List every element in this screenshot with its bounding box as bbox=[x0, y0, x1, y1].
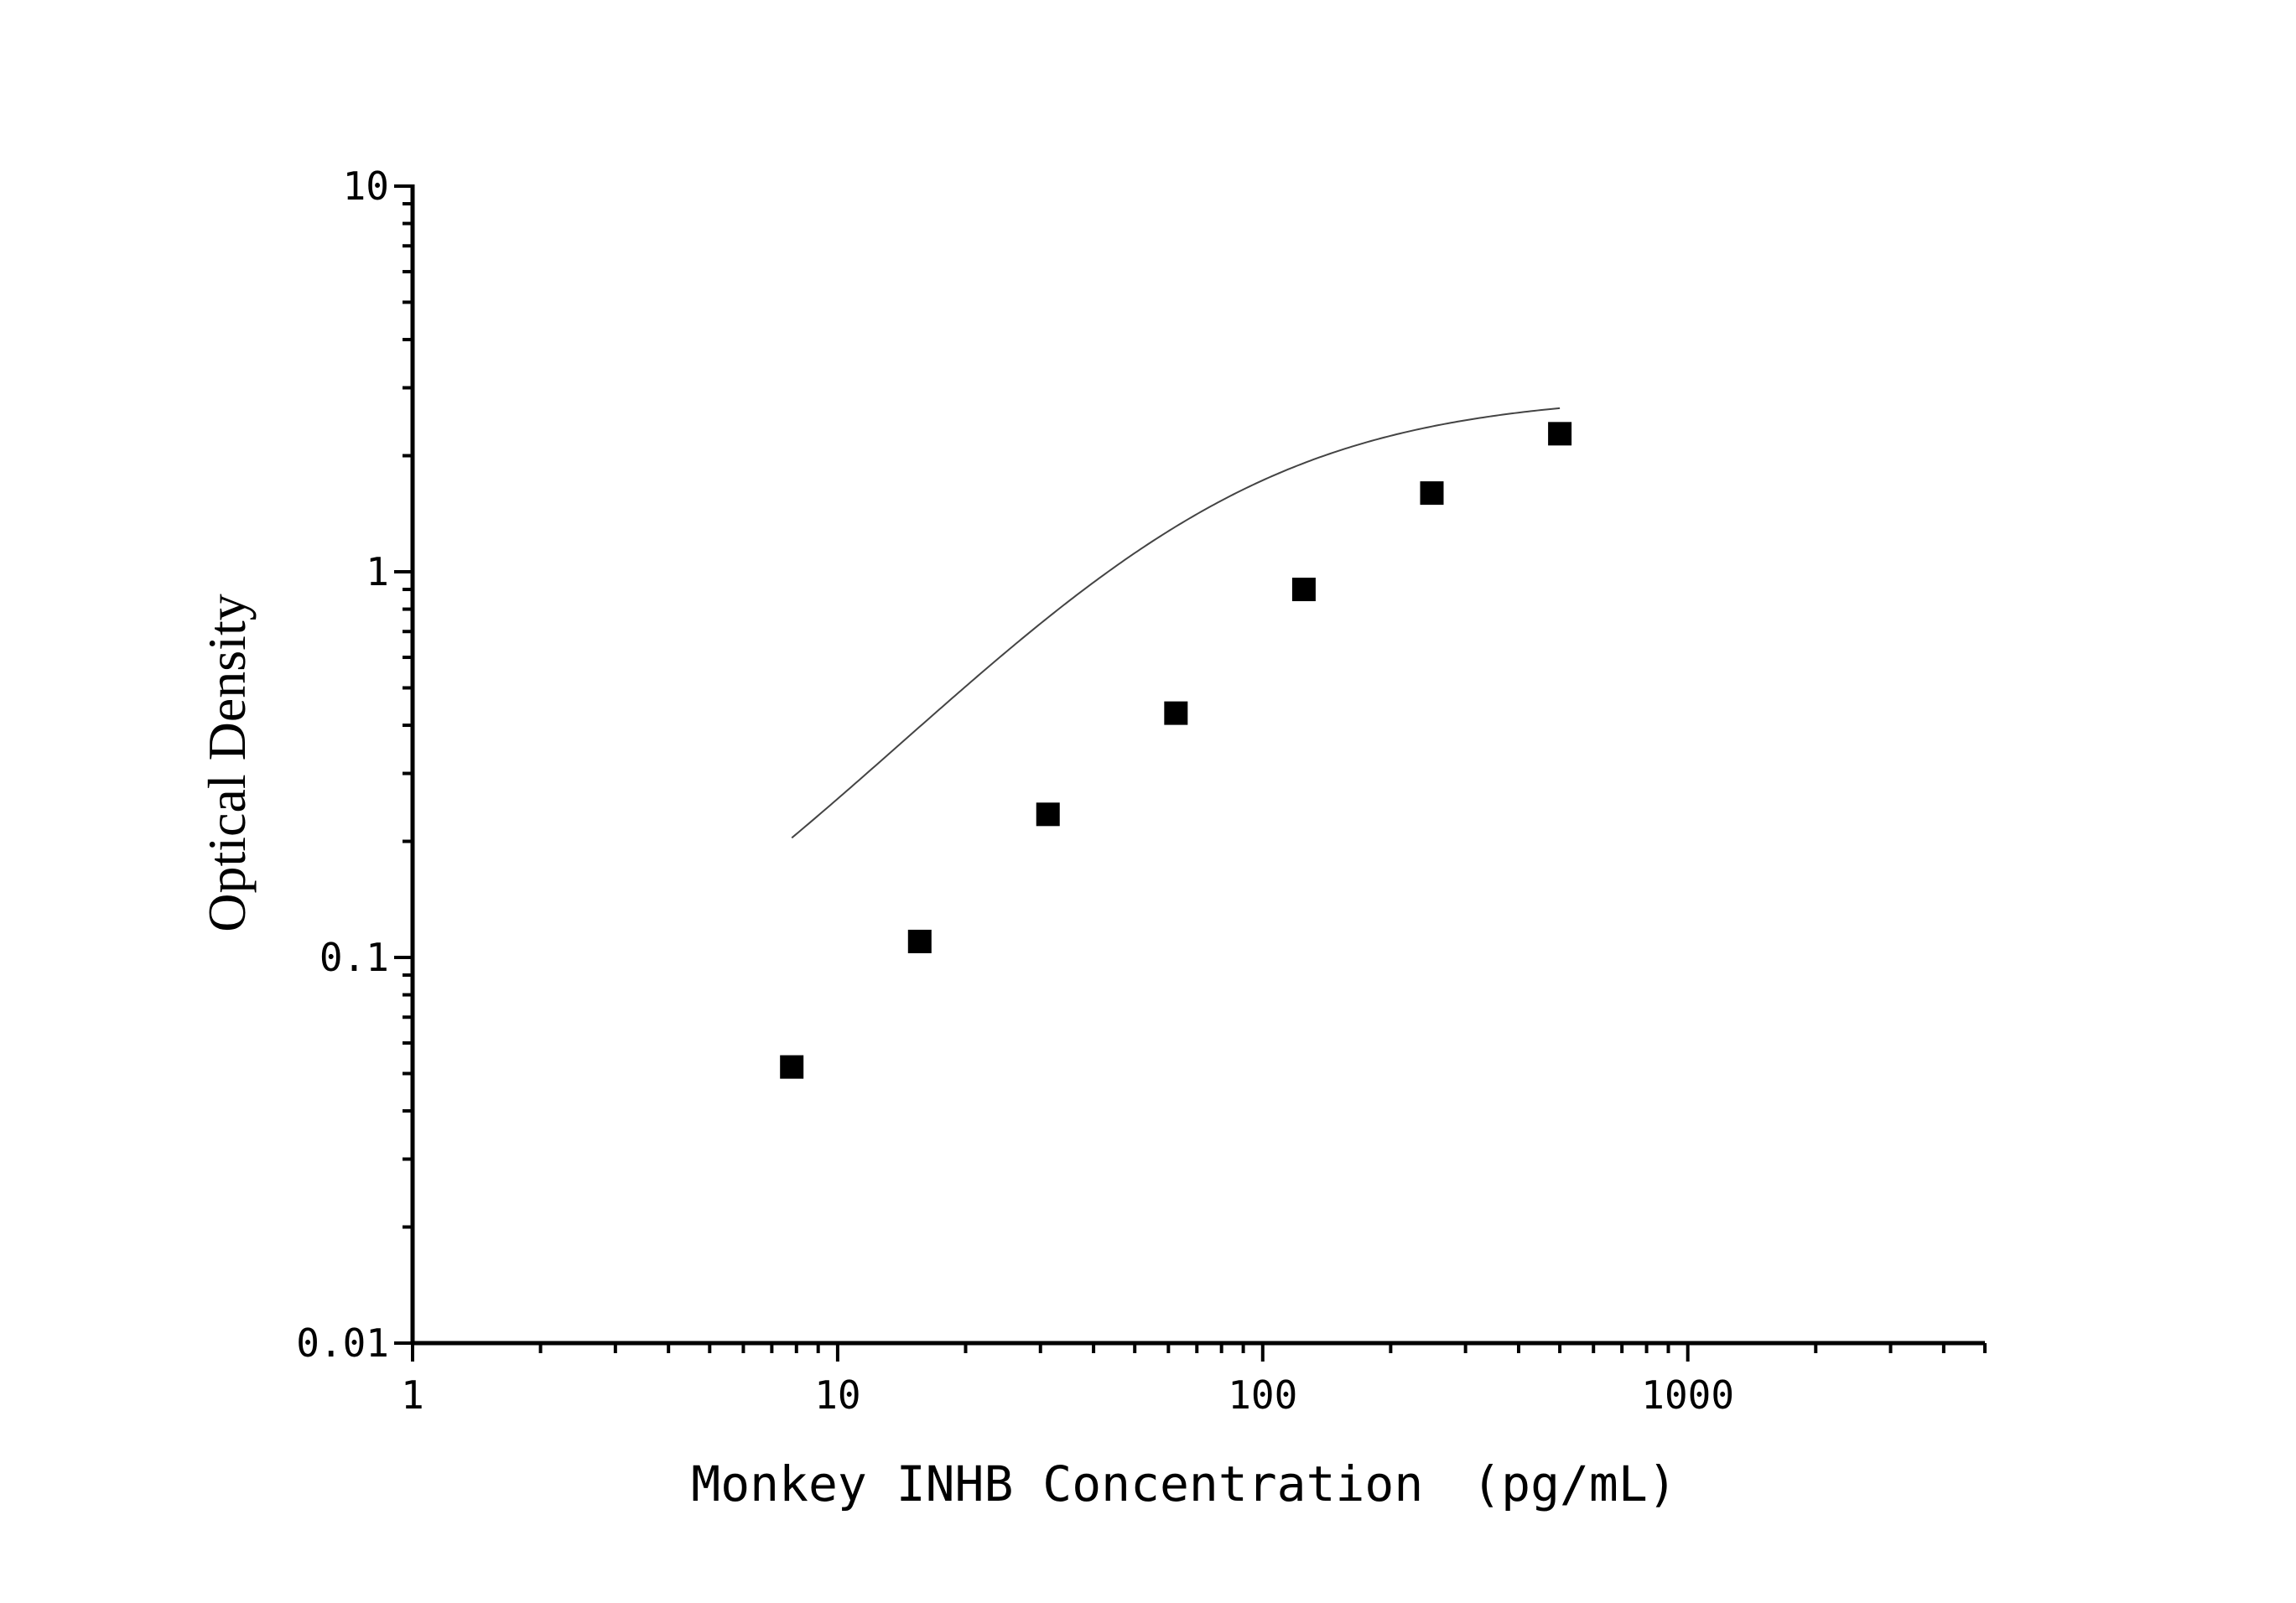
axes bbox=[410, 184, 1985, 1346]
data-point bbox=[780, 1055, 804, 1079]
y-tick-label: 0.01 bbox=[296, 1320, 389, 1366]
data-point bbox=[907, 929, 932, 953]
data-points bbox=[780, 422, 1572, 1079]
data-point bbox=[1036, 802, 1060, 827]
data-point bbox=[1164, 701, 1188, 725]
tick-labels: 0.01 0.1 1 10 1 10 100 1000 bbox=[296, 163, 1734, 1418]
y-axis-title: Optical Density bbox=[197, 594, 257, 931]
y-tick-label: 1 bbox=[366, 549, 389, 594]
fit-curve-layer bbox=[791, 407, 1561, 839]
x-tick-label: 10 bbox=[814, 1372, 860, 1418]
y-tick-label: 0.1 bbox=[319, 935, 389, 980]
data-point bbox=[1291, 578, 1316, 602]
y-tick-label: 10 bbox=[343, 163, 389, 209]
data-point bbox=[1548, 422, 1572, 446]
x-tick-label: 1 bbox=[401, 1372, 424, 1418]
fit-curve bbox=[791, 407, 1561, 839]
x-axis-title: Monkey INHB Concentration (pg/mL) bbox=[691, 1455, 1676, 1512]
x-tick-label: 100 bbox=[1228, 1372, 1297, 1418]
x-tick-label: 1000 bbox=[1641, 1372, 1734, 1418]
ticks bbox=[394, 184, 1987, 1362]
data-point bbox=[1420, 481, 1444, 506]
